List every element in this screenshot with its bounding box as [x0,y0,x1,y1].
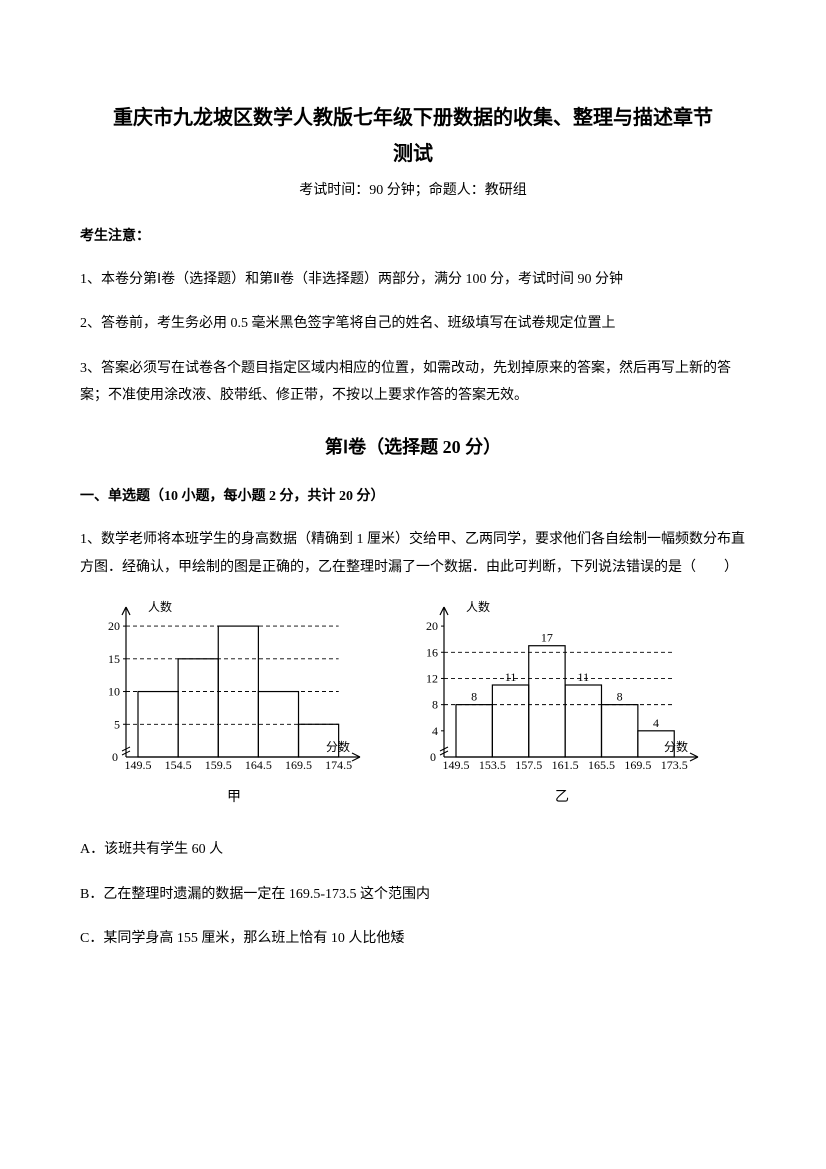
svg-text:8: 8 [432,698,438,712]
notice-heading: 考生注意： [80,226,746,248]
svg-text:人数: 人数 [466,599,490,614]
svg-text:4: 4 [653,716,659,730]
svg-text:8: 8 [471,690,477,704]
svg-text:174.5: 174.5 [325,758,352,772]
chart-yi-caption: 乙 [555,787,569,809]
svg-text:169.5: 169.5 [285,758,312,772]
svg-text:164.5: 164.5 [245,758,272,772]
notice-item-1: 1、本卷分第Ⅰ卷（选择题）和第Ⅱ卷（非选择题）两部分，满分 100 分，考试时间… [80,267,746,294]
svg-text:0: 0 [112,750,118,764]
option-c: C．某同学身高 155 厘米，那么班上恰有 10 人比他矮 [80,928,746,950]
question-1-text: 1、数学老师将本班学生的身高数据（精确到 1 厘米）交给甲、乙两同学，要求他们各… [80,526,746,581]
svg-text:16: 16 [426,645,438,659]
svg-text:8: 8 [617,690,623,704]
exam-subtitle: 考试时间：90 分钟；命题人：教研组 [80,180,746,202]
svg-text:10: 10 [108,684,120,698]
svg-text:161.5: 161.5 [552,758,579,772]
svg-text:11: 11 [578,670,590,684]
svg-text:149.5: 149.5 [443,758,470,772]
chart-jia: 0 5 10 15 20 149.5 154.5 159.5 164.5 169.5 174.5 人数… [84,595,384,785]
option-a: A．该班共有学生 60 人 [80,839,746,861]
chart-jia-wrap: 0 5 10 15 20 149.5 154.5 159.5 164.5 169.5 174.5 人数… [84,595,384,809]
svg-text:分数: 分数 [326,739,350,754]
option-b: B．乙在整理时遗漏的数据一定在 169.5-173.5 这个范围内 [80,884,746,906]
exam-title: 重庆市九龙坡区数学人教版七年级下册数据的收集、整理与描述章节 测试 [80,100,746,172]
svg-text:分数: 分数 [664,739,688,754]
svg-text:17: 17 [541,631,553,645]
svg-text:169.5: 169.5 [624,758,651,772]
charts-row: 0 5 10 15 20 149.5 154.5 159.5 164.5 169.5 174.5 人数… [80,595,746,809]
svg-text:4: 4 [432,724,438,738]
svg-text:人数: 人数 [148,599,172,614]
svg-text:11: 11 [505,670,517,684]
title-line-1: 重庆市九龙坡区数学人教版七年级下册数据的收集、整理与描述章节 [113,107,713,129]
subsection-heading: 一、单选题（10 小题，每小题 2 分，共计 20 分） [80,486,746,508]
notice-item-2: 2、答卷前，考生务必用 0.5 毫米黑色签字笔将自己的姓名、班级填写在试卷规定位… [80,311,746,338]
svg-text:20: 20 [108,619,120,633]
section-heading: 第Ⅰ卷（选择题 20 分） [80,433,746,462]
svg-text:154.5: 154.5 [165,758,192,772]
svg-text:149.5: 149.5 [125,758,152,772]
svg-text:20: 20 [426,619,438,633]
chart-yi-wrap: 0 4 8 12 16 20 8 11 17 11 8 4 149.5 153.5 157.5 161.5 16… [402,595,722,809]
chart-yi: 0 4 8 12 16 20 8 11 17 11 8 4 149.5 153.5 157.5 161.5 16… [402,595,722,785]
svg-text:165.5: 165.5 [588,758,615,772]
notice-item-3: 3、答案必须写在试卷各个题目指定区域内相应的位置，如需改动，先划掉原来的答案，然… [80,356,746,409]
svg-text:159.5: 159.5 [205,758,232,772]
svg-text:5: 5 [114,717,120,731]
svg-text:0: 0 [430,750,436,764]
svg-text:12: 12 [426,671,438,685]
title-line-2: 测试 [393,143,433,165]
svg-text:15: 15 [108,652,120,666]
svg-text:173.5: 173.5 [661,758,688,772]
svg-text:157.5: 157.5 [515,758,542,772]
svg-text:153.5: 153.5 [479,758,506,772]
chart-jia-caption: 甲 [227,787,241,809]
